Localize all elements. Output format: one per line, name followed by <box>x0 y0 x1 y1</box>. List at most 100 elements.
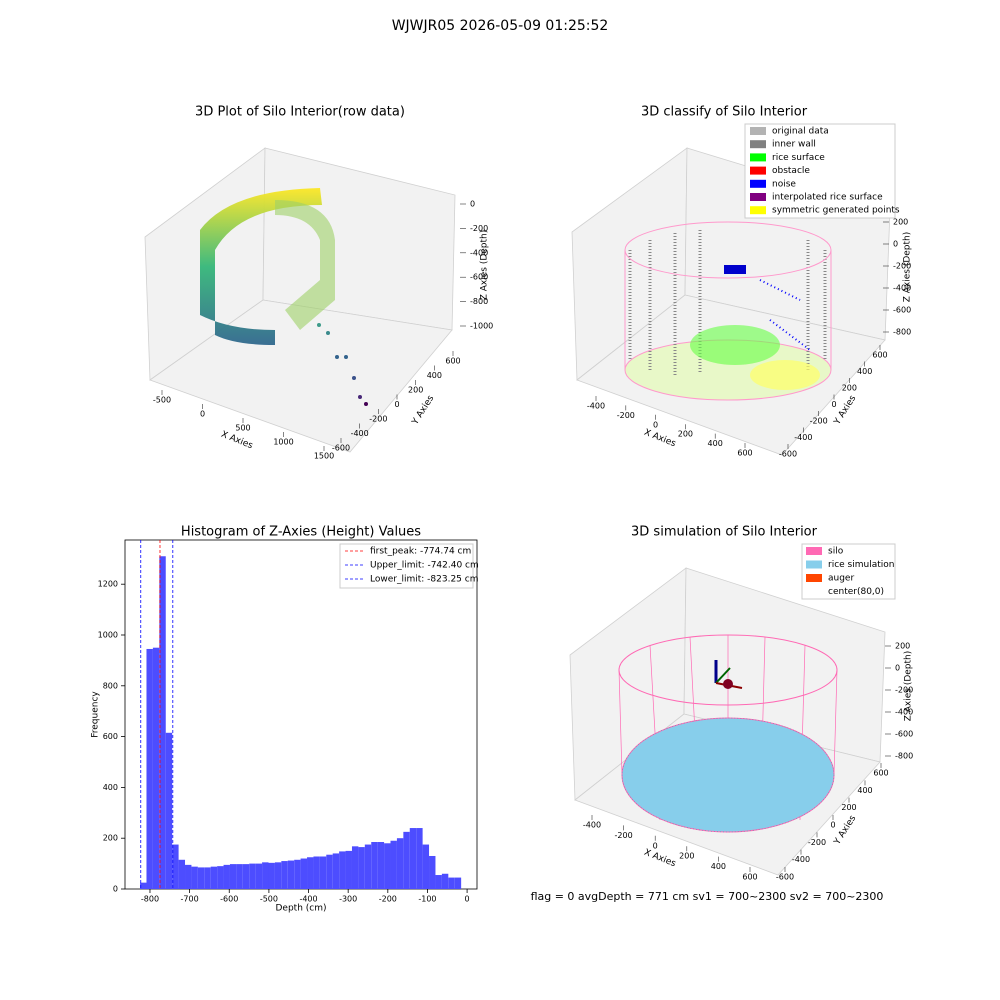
bar <box>409 828 417 889</box>
bar <box>422 844 430 889</box>
bar <box>268 862 275 889</box>
y-tick-label: -400 <box>792 855 810 864</box>
simulation-4 <box>618 634 838 833</box>
z-tick-label: -600 <box>470 273 488 282</box>
legend-label: Upper_limit: -742.40 cm <box>370 561 479 571</box>
bar <box>339 851 346 889</box>
bar <box>249 863 256 889</box>
x-tick-label: 600 <box>742 873 757 882</box>
x-tick-label: -800 <box>141 895 159 904</box>
y-tick-label: -600 <box>779 450 797 459</box>
z-tick-label: 0 <box>895 664 900 673</box>
bar <box>377 842 385 889</box>
legend-label: symmetric generated points <box>772 206 900 216</box>
bar <box>255 863 263 889</box>
y-tick-label: 400 <box>103 783 118 792</box>
legend-label: center(80,0) <box>828 587 884 597</box>
bar <box>165 732 173 889</box>
z-tick-label: -400 <box>895 708 913 717</box>
bar <box>281 861 288 889</box>
bar <box>332 853 340 889</box>
bar <box>441 873 449 889</box>
legend-swatch <box>806 587 822 596</box>
bar <box>448 877 455 889</box>
bar <box>140 882 147 889</box>
legend-swatch <box>750 166 766 175</box>
z-tick-label: -600 <box>893 306 911 315</box>
y-tick-label: 0 <box>113 885 118 894</box>
x-tick-label: -200 <box>617 411 635 420</box>
legend-label: first_peak: -774.74 cm <box>370 547 471 557</box>
legend-label: interpolated rice surface <box>772 193 883 203</box>
z-axis-label: Z Axies (Depth) <box>904 651 914 722</box>
chart-title: 3D simulation of Silo Interior <box>631 525 818 540</box>
z-tick-label: -200 <box>893 262 911 271</box>
x-tick-label: 0 <box>465 895 470 904</box>
status-text: flag = 0 avgDepth = 771 cm sv1 = 700~230… <box>531 890 884 903</box>
x-axis-label: Depth (cm) <box>275 904 326 914</box>
bar <box>146 648 153 889</box>
bar <box>364 844 372 889</box>
z-tick-label: -400 <box>470 248 488 257</box>
x-axis-label: X Axies <box>643 848 678 870</box>
legend-label: obstacle <box>772 166 810 176</box>
z-tick-label: -800 <box>470 297 488 306</box>
x-axis-label: X Axies <box>220 430 255 452</box>
bar <box>191 866 198 889</box>
y-tick-label: 600 <box>872 351 887 360</box>
bar <box>223 864 230 889</box>
y-tick-label: 600 <box>445 357 460 366</box>
x-tick-label: -500 <box>260 895 278 904</box>
y-tick-label: 800 <box>103 681 118 690</box>
bar <box>403 831 410 889</box>
x-tick-label: -600 <box>220 895 238 904</box>
legend-label: inner wall <box>772 140 816 150</box>
z-tick-label: 200 <box>893 218 908 227</box>
figure-title: WJWJR05 2026-05-09 01:25:52 <box>392 18 609 34</box>
legend-label: auger <box>828 574 854 584</box>
y-tick-label: 600 <box>103 732 118 741</box>
bar <box>204 867 211 889</box>
z-tick-label: -800 <box>895 752 913 761</box>
z-tick-label: -800 <box>893 328 911 337</box>
x-tick-label: 1000 <box>273 438 293 447</box>
legend-label: silo <box>828 547 844 557</box>
x-tick-label: 200 <box>678 430 693 439</box>
y-tick-label: 200 <box>103 834 118 843</box>
y-tick-label: -400 <box>351 429 369 438</box>
bar <box>326 854 333 889</box>
point-cloud-2 <box>624 221 832 401</box>
z-tick-label: 0 <box>893 240 898 249</box>
y-axis-label: Frequency <box>91 691 101 738</box>
y-tick-label: 0 <box>394 400 399 409</box>
z-tick-label: -200 <box>895 686 913 695</box>
x-tick-label: -400 <box>587 402 605 411</box>
y-axis-label: Y Axies <box>410 394 436 428</box>
x-tick-label: 0 <box>200 410 205 419</box>
legend-swatch <box>750 153 766 162</box>
bar <box>178 859 186 889</box>
legend-swatch <box>806 547 822 555</box>
bar <box>236 864 243 889</box>
legend-swatch <box>750 206 766 215</box>
bar <box>351 846 359 889</box>
z-tick-label: 0 <box>470 200 475 209</box>
z-tick-label: 200 <box>895 642 910 651</box>
bar <box>210 866 218 889</box>
x-tick-label: -100 <box>418 895 436 904</box>
x-tick-label: 0 <box>653 420 658 429</box>
y-tick-label: 200 <box>841 803 856 812</box>
bar <box>454 877 462 889</box>
bar <box>319 856 327 889</box>
x-tick-label: -400 <box>583 821 601 830</box>
chart-title: 3D Plot of Silo Interior(row data) <box>195 105 405 120</box>
x-tick-label: 600 <box>737 449 752 458</box>
bar <box>429 855 436 889</box>
y-axis-label: Y Axies <box>832 394 858 428</box>
legend-swatch <box>806 574 822 582</box>
y-axis-label: Y Axies <box>832 814 858 848</box>
chart-title: Histogram of Z-Axies (Height) Values <box>181 525 421 540</box>
z-tick-label: -600 <box>895 730 913 739</box>
bar <box>262 862 269 889</box>
y-tick-label: 400 <box>427 371 442 380</box>
